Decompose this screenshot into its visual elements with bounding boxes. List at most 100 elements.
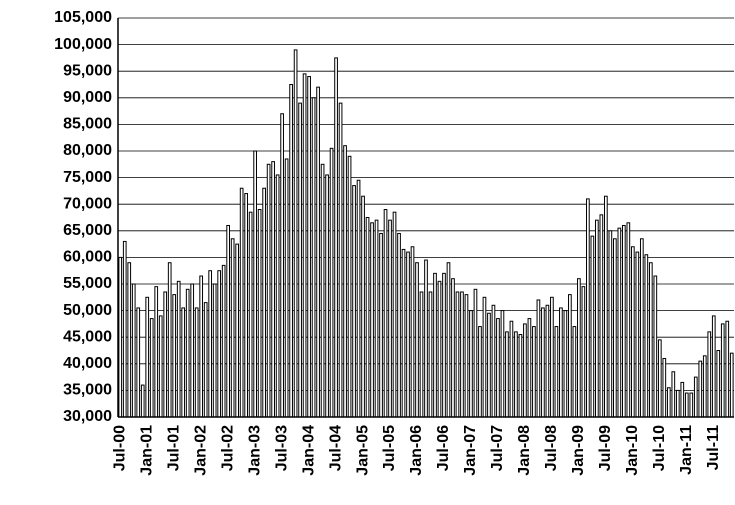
bar (604, 195, 608, 418)
bar (464, 294, 469, 418)
bar (316, 86, 320, 418)
bar (230, 238, 235, 418)
bar (505, 331, 509, 418)
bar (185, 288, 190, 418)
bar (716, 350, 721, 418)
bar (437, 280, 442, 418)
bar (693, 376, 698, 418)
bar (612, 238, 617, 418)
bar (729, 352, 734, 418)
bar (127, 262, 132, 418)
bar (194, 307, 199, 418)
bar (158, 315, 163, 418)
bar (469, 310, 473, 418)
y-tick-label: 35,000 (63, 382, 112, 399)
bar (122, 240, 127, 418)
bar (536, 299, 541, 418)
bar (666, 387, 671, 418)
y-tick-label: 45,000 (63, 328, 112, 345)
bar (388, 219, 392, 418)
x-tick-label: Jul-04 (327, 425, 344, 471)
bar (581, 286, 586, 418)
bar (356, 179, 361, 418)
bar (347, 155, 352, 418)
y-tick-label: 65,000 (63, 222, 112, 239)
bar (149, 318, 154, 418)
bar (586, 198, 590, 418)
bar (370, 222, 374, 418)
bar (496, 318, 500, 418)
x-tick-label: Jul-11 (705, 425, 722, 470)
bar (199, 275, 204, 418)
x-tick-label: Jan-01 (138, 425, 155, 476)
x-tick-label: Jul-05 (381, 425, 398, 471)
bar (644, 254, 649, 418)
bar (244, 193, 248, 418)
bar (702, 355, 707, 418)
y-tick-label: 60,000 (63, 249, 112, 266)
y-tick-label: 40,000 (63, 355, 112, 372)
bar (253, 150, 257, 418)
y-tick-label: 105,000 (54, 9, 112, 26)
x-tick-label: Jan-05 (354, 425, 371, 476)
y-tick-label: 95,000 (63, 62, 112, 79)
x-tick-label: Jul-09 (597, 425, 614, 471)
bar (509, 320, 514, 418)
bar (289, 84, 293, 418)
bar (271, 161, 275, 418)
bar (554, 326, 559, 418)
y-tick-label: 55,000 (63, 275, 112, 292)
bar (725, 320, 730, 418)
bar (698, 360, 703, 418)
bar (217, 270, 222, 418)
x-tick-label: Jan-02 (192, 425, 209, 476)
bar (514, 331, 518, 418)
bar (639, 238, 644, 418)
bar (203, 302, 208, 418)
bar (541, 307, 545, 418)
bar (298, 102, 302, 418)
bar (235, 243, 240, 418)
bar (419, 291, 424, 418)
bar (491, 304, 496, 418)
bar (163, 291, 168, 418)
bar (248, 211, 253, 418)
bar (626, 222, 631, 418)
bar (675, 389, 680, 418)
bar (329, 147, 334, 418)
y-tick-label: 90,000 (63, 89, 112, 106)
x-tick-label: Jan-07 (462, 425, 479, 476)
bar (442, 272, 446, 418)
bar (176, 280, 181, 418)
bar (280, 113, 284, 418)
bar (415, 262, 419, 418)
x-tick-label: Jan-10 (624, 425, 641, 476)
bar (689, 392, 694, 418)
bar (572, 326, 577, 418)
bar (599, 214, 604, 418)
bar (527, 318, 532, 418)
bar (433, 272, 437, 418)
bar (320, 163, 325, 418)
bar (338, 102, 343, 418)
bar (635, 251, 640, 418)
bar (406, 251, 410, 418)
bar (500, 310, 505, 418)
bar (523, 323, 527, 418)
bar (478, 326, 482, 418)
bar (325, 174, 329, 418)
bar (680, 381, 685, 418)
bar (365, 217, 370, 418)
bar (446, 262, 451, 418)
bar (307, 76, 311, 418)
bar (428, 291, 433, 418)
bar (657, 339, 662, 418)
bar (630, 246, 635, 418)
bar (550, 296, 554, 418)
x-tick-label: Jan-06 (408, 425, 425, 476)
bar (266, 163, 271, 418)
bar (352, 185, 356, 418)
y-tick-label: 75,000 (63, 169, 112, 186)
bar (208, 270, 213, 418)
